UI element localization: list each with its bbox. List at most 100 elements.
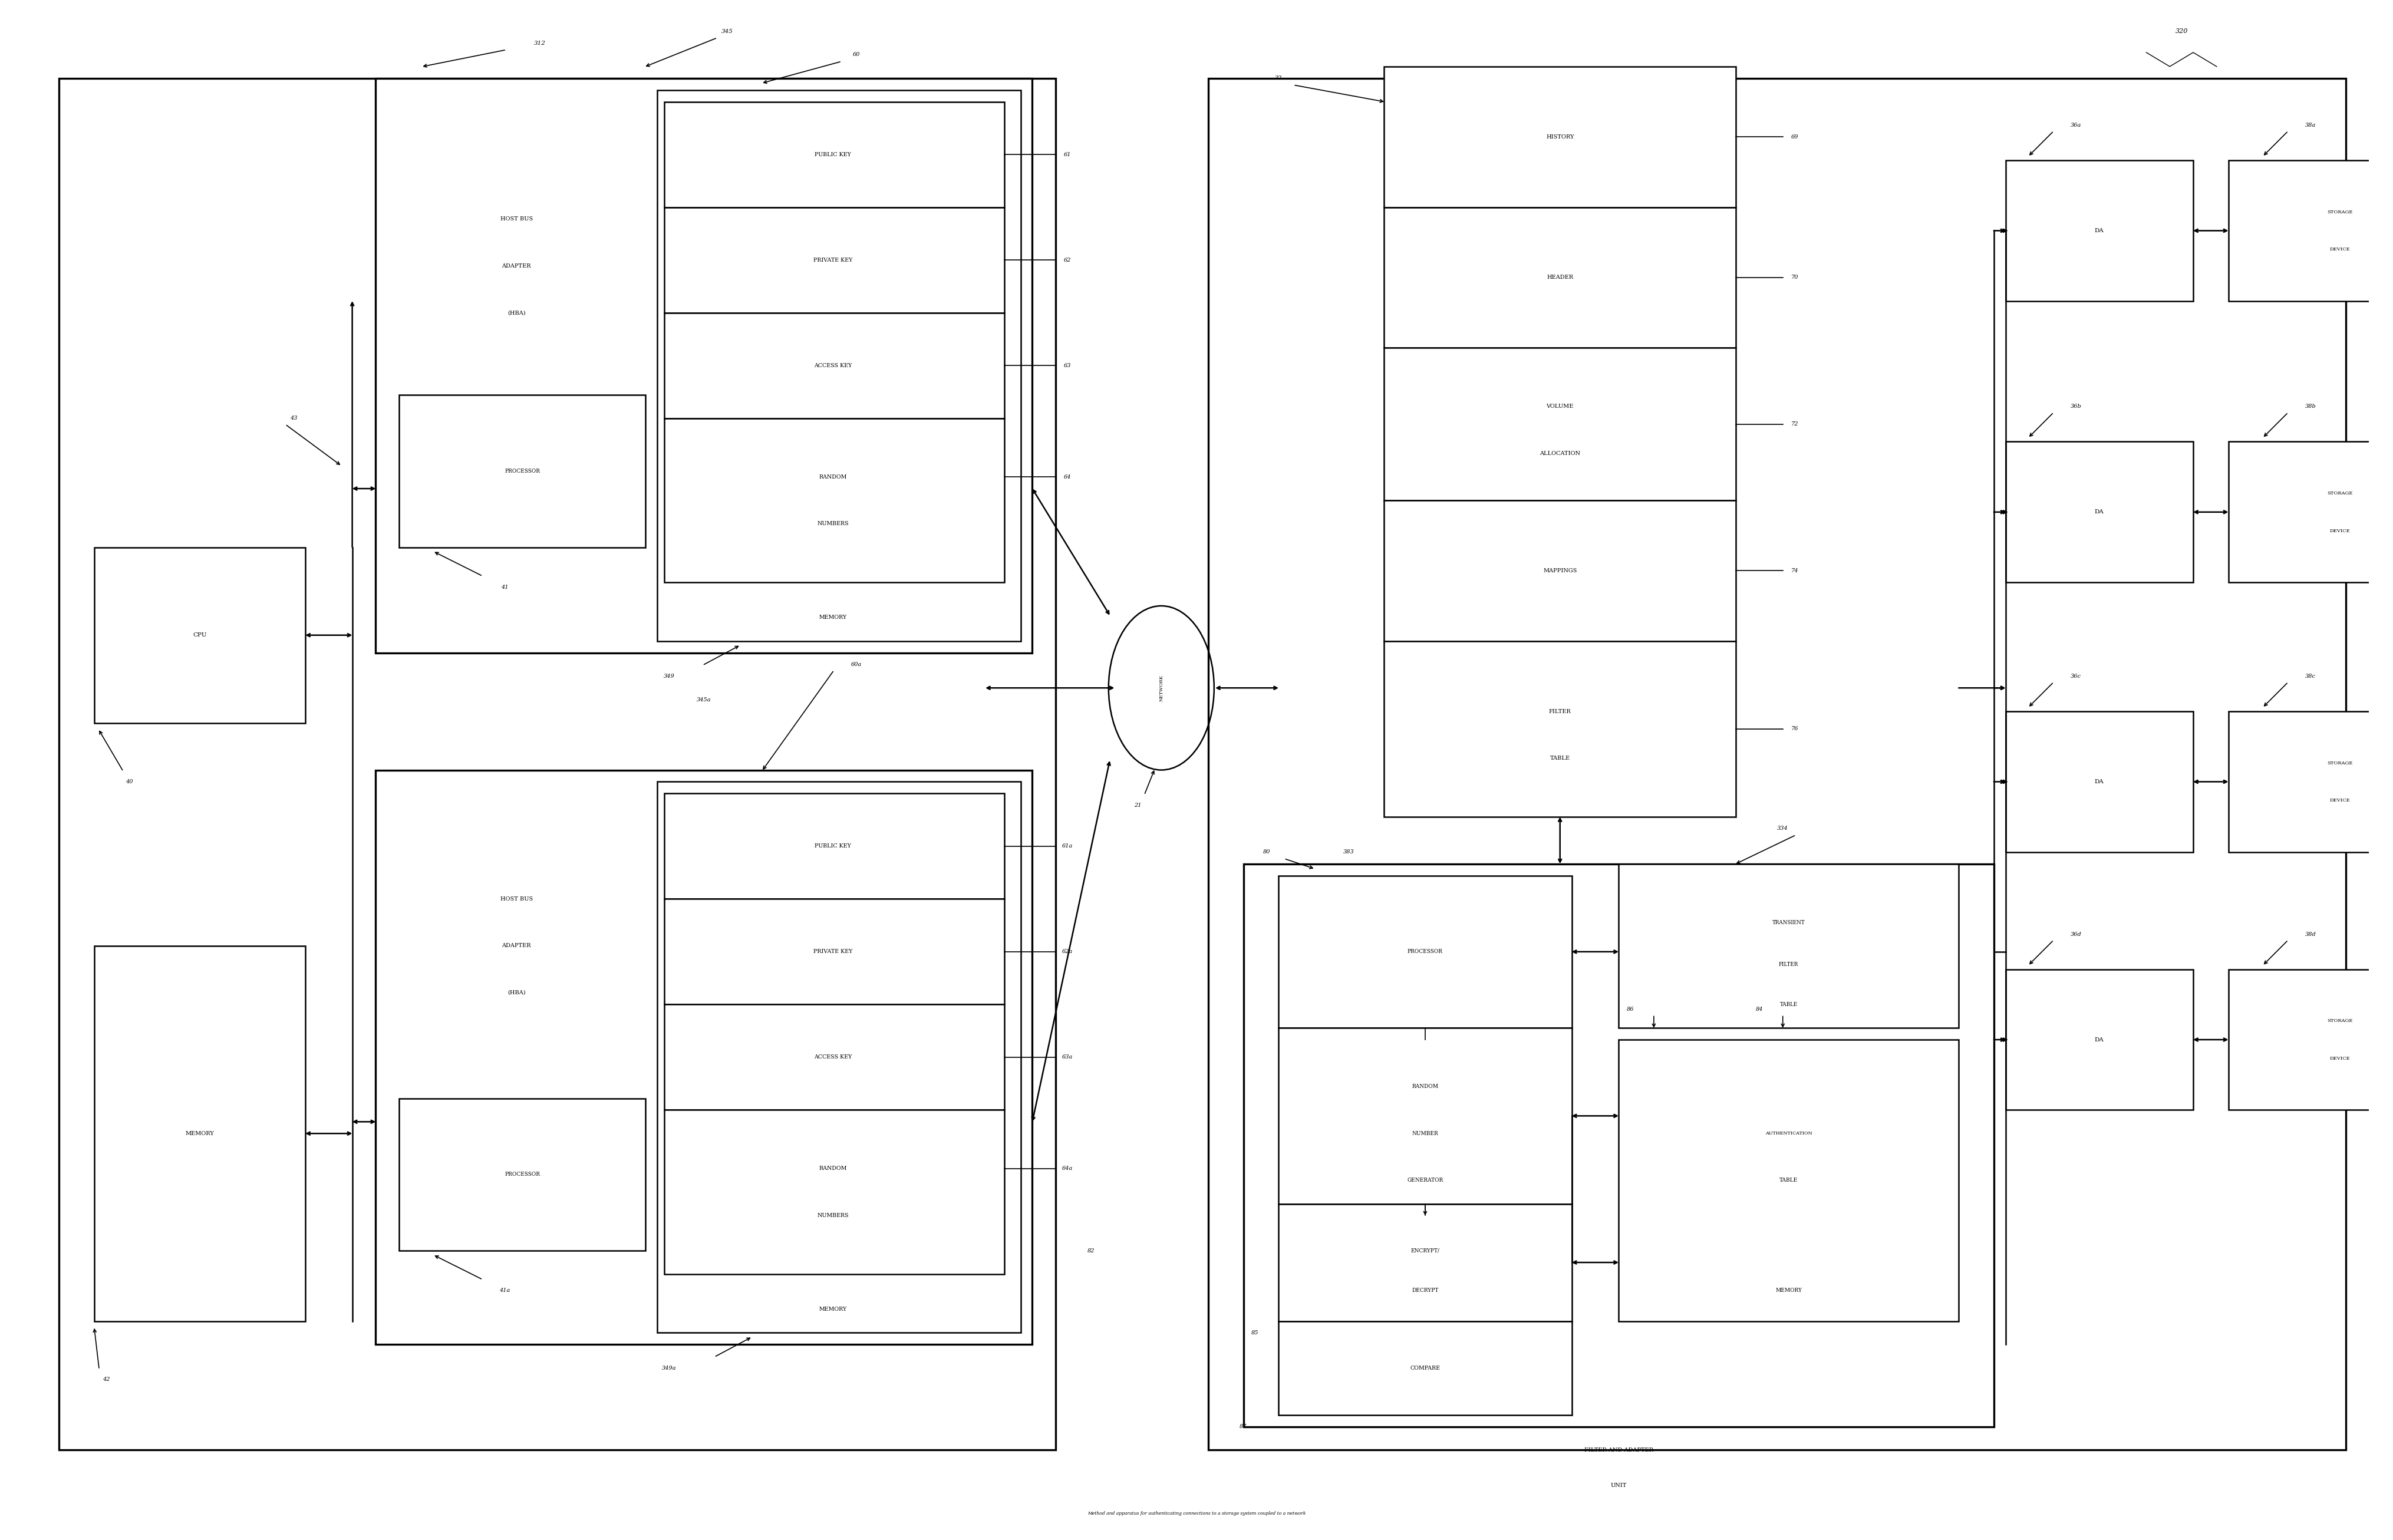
Text: 383: 383 xyxy=(1342,850,1354,855)
Text: 36a: 36a xyxy=(2070,123,2082,128)
Text: 38c: 38c xyxy=(2304,673,2316,679)
FancyBboxPatch shape xyxy=(400,1098,646,1250)
Text: 60: 60 xyxy=(852,52,859,57)
Text: DA: DA xyxy=(2094,779,2103,784)
Text: 349: 349 xyxy=(663,673,675,679)
Text: CPU: CPU xyxy=(194,633,206,638)
FancyBboxPatch shape xyxy=(665,1110,1005,1274)
FancyBboxPatch shape xyxy=(1244,864,1993,1426)
Text: 63a: 63a xyxy=(1062,1055,1072,1060)
FancyBboxPatch shape xyxy=(1278,876,1572,1027)
FancyBboxPatch shape xyxy=(2005,442,2192,582)
FancyBboxPatch shape xyxy=(665,899,1005,1004)
Text: 74: 74 xyxy=(1790,568,1797,573)
FancyBboxPatch shape xyxy=(1383,348,1735,500)
Text: 60a: 60a xyxy=(852,662,861,667)
Text: 61a: 61a xyxy=(1062,844,1072,849)
FancyBboxPatch shape xyxy=(93,946,306,1321)
Text: 42: 42 xyxy=(103,1377,110,1383)
Text: 41a: 41a xyxy=(500,1287,510,1294)
Text: ALLOCATION: ALLOCATION xyxy=(1539,451,1579,456)
Text: HEADER: HEADER xyxy=(1546,276,1572,280)
Text: HOST BUS: HOST BUS xyxy=(500,216,534,222)
Text: 43: 43 xyxy=(290,416,297,420)
Text: GENERATOR: GENERATOR xyxy=(1407,1178,1443,1183)
FancyBboxPatch shape xyxy=(1278,1027,1572,1204)
Text: 76: 76 xyxy=(1790,727,1797,731)
Text: TABLE: TABLE xyxy=(1551,756,1570,761)
FancyBboxPatch shape xyxy=(665,793,1005,899)
Text: ENCRYPT/: ENCRYPT/ xyxy=(1412,1247,1441,1254)
Text: 38d: 38d xyxy=(2304,932,2316,936)
FancyBboxPatch shape xyxy=(2005,711,2192,852)
Text: PROCESSOR: PROCESSOR xyxy=(505,468,541,474)
Text: 36c: 36c xyxy=(2070,673,2082,679)
FancyBboxPatch shape xyxy=(665,102,1005,208)
Text: 82: 82 xyxy=(1086,1247,1094,1254)
FancyBboxPatch shape xyxy=(2005,969,2192,1110)
FancyBboxPatch shape xyxy=(1383,500,1735,641)
Text: (HBA): (HBA) xyxy=(507,310,526,316)
Text: DEVICE: DEVICE xyxy=(2328,246,2350,251)
FancyBboxPatch shape xyxy=(1383,208,1735,348)
Text: RANDOM: RANDOM xyxy=(1412,1084,1438,1089)
Text: TABLE: TABLE xyxy=(1780,1003,1797,1007)
Text: 38b: 38b xyxy=(2304,403,2316,410)
Text: PUBLIC KEY: PUBLIC KEY xyxy=(814,844,852,849)
Text: HISTORY: HISTORY xyxy=(1546,134,1575,140)
Text: RANDOM: RANDOM xyxy=(818,1166,847,1172)
Text: 312: 312 xyxy=(534,40,546,46)
FancyBboxPatch shape xyxy=(658,782,1019,1332)
FancyBboxPatch shape xyxy=(665,313,1005,419)
Text: PRIVATE KEY: PRIVATE KEY xyxy=(814,257,852,263)
Text: NUMBER: NUMBER xyxy=(1412,1130,1438,1137)
FancyBboxPatch shape xyxy=(1278,1321,1572,1415)
Text: MEMORY: MEMORY xyxy=(818,614,847,621)
Text: 38a: 38a xyxy=(2304,123,2316,128)
FancyBboxPatch shape xyxy=(1208,79,2345,1451)
FancyBboxPatch shape xyxy=(1618,864,1957,1027)
Text: 72: 72 xyxy=(1790,422,1797,427)
Text: VOLUME: VOLUME xyxy=(1546,403,1575,410)
FancyBboxPatch shape xyxy=(1278,1204,1572,1321)
Text: STORAGE: STORAGE xyxy=(2326,761,2352,765)
FancyBboxPatch shape xyxy=(1383,66,1735,208)
Text: 345: 345 xyxy=(723,29,732,34)
Text: 345a: 345a xyxy=(696,698,711,702)
Text: PROCESSOR: PROCESSOR xyxy=(505,1172,541,1177)
Text: MEMORY: MEMORY xyxy=(818,1306,847,1312)
Text: PROCESSOR: PROCESSOR xyxy=(1407,949,1443,955)
Text: STORAGE: STORAGE xyxy=(2326,1018,2352,1023)
Text: FILTER AND ADAPTER: FILTER AND ADAPTER xyxy=(1584,1448,1654,1452)
Text: 62a: 62a xyxy=(1062,949,1072,955)
FancyBboxPatch shape xyxy=(400,394,646,547)
Text: AUTHENTICATION: AUTHENTICATION xyxy=(1766,1130,1812,1137)
FancyBboxPatch shape xyxy=(665,419,1005,582)
Text: 85: 85 xyxy=(1252,1331,1259,1335)
Text: 36b: 36b xyxy=(2070,403,2082,410)
Text: 84: 84 xyxy=(1756,1007,1764,1012)
Text: 64a: 64a xyxy=(1062,1166,1072,1172)
Text: 334: 334 xyxy=(1778,825,1788,832)
Text: HOST BUS: HOST BUS xyxy=(500,896,534,901)
FancyBboxPatch shape xyxy=(2228,711,2393,852)
Text: (HBA): (HBA) xyxy=(507,990,526,995)
Text: DECRYPT: DECRYPT xyxy=(1412,1287,1438,1294)
Text: 62: 62 xyxy=(1065,257,1072,263)
Text: 41: 41 xyxy=(500,585,507,590)
Text: DEVICE: DEVICE xyxy=(2328,1056,2350,1061)
Text: 69: 69 xyxy=(1790,134,1797,140)
Text: NUMBERS: NUMBERS xyxy=(816,521,850,527)
Text: 21: 21 xyxy=(1134,802,1141,808)
Text: COMPARE: COMPARE xyxy=(1409,1366,1441,1371)
FancyBboxPatch shape xyxy=(2228,160,2393,300)
Text: ACCESS KEY: ACCESS KEY xyxy=(814,1055,852,1060)
FancyBboxPatch shape xyxy=(2005,160,2192,300)
Text: DA: DA xyxy=(2094,228,2103,234)
Text: TRANSIENT: TRANSIENT xyxy=(1773,919,1804,926)
Text: ADAPTER: ADAPTER xyxy=(503,263,531,268)
Text: 61: 61 xyxy=(1065,152,1072,157)
Text: 86: 86 xyxy=(1627,1007,1634,1012)
Text: ADAPTER: ADAPTER xyxy=(503,942,531,949)
FancyBboxPatch shape xyxy=(1383,641,1735,816)
